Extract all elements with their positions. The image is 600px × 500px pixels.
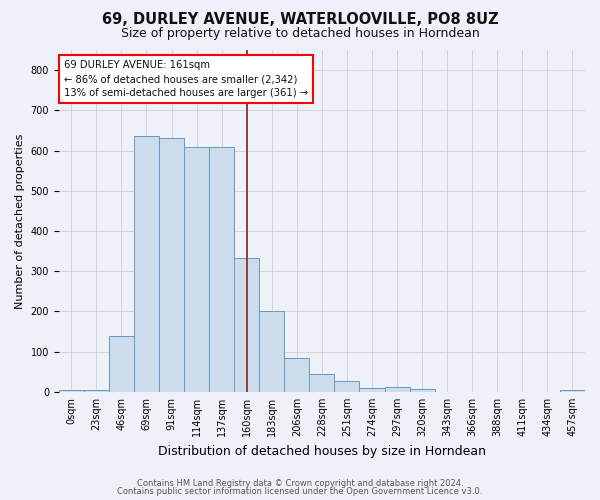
Bar <box>234 258 259 392</box>
Text: Contains HM Land Registry data © Crown copyright and database right 2024.: Contains HM Land Registry data © Crown c… <box>137 478 463 488</box>
Bar <box>59 390 84 392</box>
Bar <box>560 390 585 392</box>
Bar <box>134 136 159 392</box>
X-axis label: Distribution of detached houses by size in Horndean: Distribution of detached houses by size … <box>158 444 486 458</box>
Bar <box>359 388 385 392</box>
Y-axis label: Number of detached properties: Number of detached properties <box>15 134 25 308</box>
Text: Contains public sector information licensed under the Open Government Licence v3: Contains public sector information licen… <box>118 487 482 496</box>
Bar <box>310 374 334 392</box>
Bar <box>159 138 184 392</box>
Bar <box>259 312 284 392</box>
Bar <box>184 146 209 392</box>
Bar <box>385 387 410 392</box>
Bar <box>109 336 134 392</box>
Bar <box>284 358 310 392</box>
Text: 69 DURLEY AVENUE: 161sqm
← 86% of detached houses are smaller (2,342)
13% of sem: 69 DURLEY AVENUE: 161sqm ← 86% of detach… <box>64 60 308 98</box>
Bar <box>209 146 234 392</box>
Text: 69, DURLEY AVENUE, WATERLOOVILLE, PO8 8UZ: 69, DURLEY AVENUE, WATERLOOVILLE, PO8 8U… <box>101 12 499 28</box>
Text: Size of property relative to detached houses in Horndean: Size of property relative to detached ho… <box>121 28 479 40</box>
Bar <box>410 388 434 392</box>
Bar <box>84 390 109 392</box>
Bar <box>334 381 359 392</box>
